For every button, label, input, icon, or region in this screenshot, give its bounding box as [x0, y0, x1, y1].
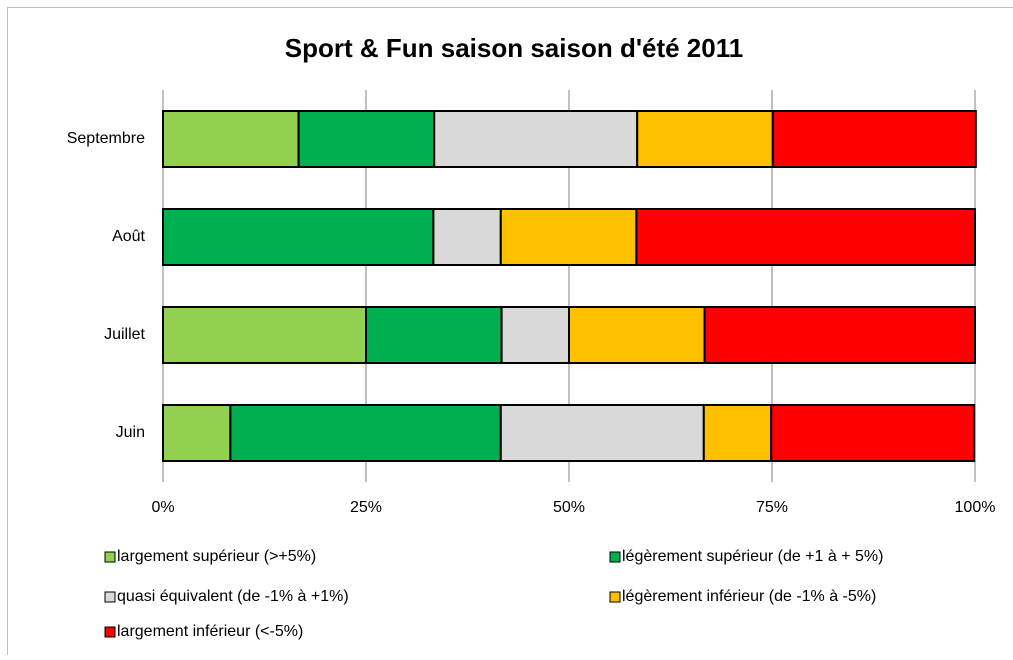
bar-segment	[501, 209, 637, 265]
y-tick-label: Septembre	[67, 130, 145, 147]
legend-swatch	[610, 552, 620, 562]
y-tick-label: Juin	[116, 424, 145, 441]
bar-segment	[366, 307, 502, 363]
bar-segment	[434, 111, 637, 167]
legend-swatch	[610, 592, 620, 602]
legend-label: quasi équivalent (de -1% à +1%)	[117, 588, 349, 605]
bar-segment	[705, 307, 975, 363]
y-tick-label: Août	[112, 228, 145, 245]
chart-title: Sport & Fun saison saison d'été 2011	[285, 33, 743, 63]
x-tick-label: 100%	[955, 499, 996, 516]
bar-segment	[636, 209, 975, 265]
bar-segment	[230, 405, 500, 461]
bar-segment	[163, 405, 230, 461]
bar-segment	[569, 307, 705, 363]
legend-label: largement inférieur (<-5%)	[117, 623, 303, 640]
legend-swatch	[105, 552, 115, 562]
bar-segment	[771, 405, 974, 461]
legend-swatch	[105, 627, 115, 637]
legend-label: légèrement inférieur (de -1% à -5%)	[622, 588, 876, 605]
bar-segment	[433, 209, 500, 265]
legend-swatch	[105, 592, 115, 602]
x-tick-label: 25%	[350, 499, 382, 516]
bar-segment	[163, 111, 299, 167]
bar-segment	[501, 405, 704, 461]
bar-segment	[163, 209, 433, 265]
bar-segment	[773, 111, 976, 167]
bar-segment	[704, 405, 771, 461]
bar-segment	[299, 111, 435, 167]
legend-label: largement supérieur (>+5%)	[117, 548, 316, 565]
x-tick-label: 75%	[756, 499, 788, 516]
bar-segment	[637, 111, 773, 167]
x-tick-label: 50%	[553, 499, 585, 516]
y-tick-label: Juillet	[104, 326, 145, 343]
legend-label: légèrement supérieur (de +1 à + 5%)	[622, 548, 883, 565]
bar-segment	[163, 307, 366, 363]
x-tick-label: 0%	[151, 499, 174, 516]
bar-segment	[502, 307, 569, 363]
